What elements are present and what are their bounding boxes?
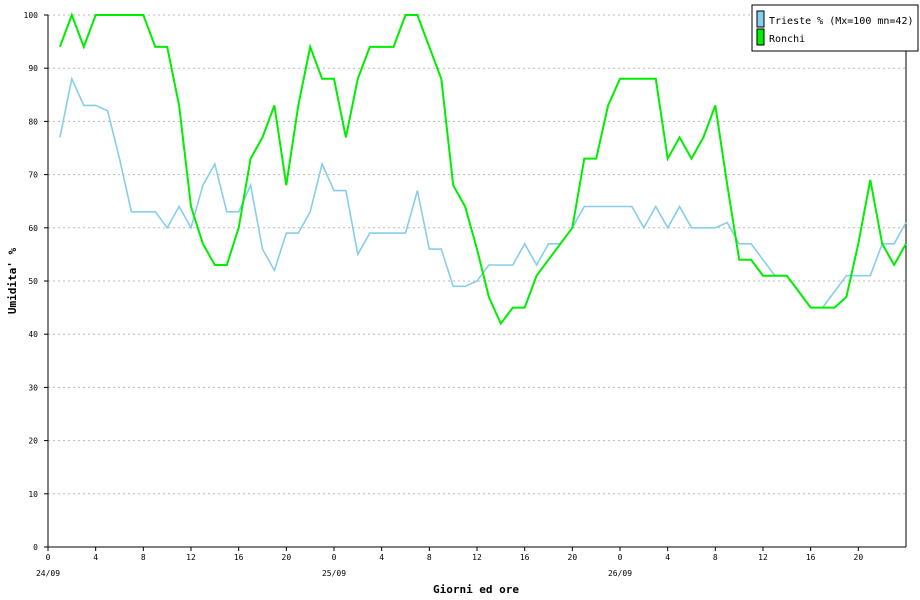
y-tick-label-30: 30 (28, 383, 38, 392)
x-tick-label: 0 (332, 553, 337, 562)
day-label: 26/09 (608, 569, 632, 578)
legend-swatch-ronchi (756, 28, 765, 46)
legend-box (751, 4, 919, 52)
series-lines (58, 12, 907, 326)
y-tick-label-10: 10 (28, 490, 38, 499)
x-tick-label: 8 (713, 553, 718, 562)
y-tick-label-100: 100 (24, 11, 39, 20)
x-tick-label: 4 (93, 553, 98, 562)
y-tick-label-90: 90 (28, 64, 38, 73)
grid-lines (48, 14, 906, 495)
day-label: 24/09 (36, 569, 60, 578)
x-tick-labels: 0 4 8 12 16 20 0 4 8 12 16 20 0 4 8 12 16 20 24/09 25/09 26/… (36, 547, 863, 578)
legend-swatch-trieste (756, 10, 765, 28)
y-tick-label-50: 50 (28, 277, 38, 286)
x-tick-label: 20 (568, 553, 578, 562)
x-tick-label: 16 (234, 553, 244, 562)
x-tick-label: 16 (806, 553, 816, 562)
x-tick-label: 12 (472, 553, 482, 562)
y-tick-label-0: 0 (33, 543, 38, 552)
x-tick-label: 12 (758, 553, 768, 562)
x-tick-label: 20 (282, 553, 292, 562)
y-tick-label-20: 20 (28, 437, 38, 446)
y-axis-title: Umidita' % (6, 248, 19, 315)
x-tick-label: 4 (665, 553, 670, 562)
x-tick-label: 20 (854, 553, 864, 562)
y-tick-label-70: 70 (28, 171, 38, 180)
day-label: 25/09 (322, 569, 346, 578)
y-tick-labels: 0 10 20 30 40 50 60 70 80 90 100 (24, 11, 48, 552)
x-tick-label: 4 (379, 553, 384, 562)
y-tick-label-60: 60 (28, 224, 38, 233)
x-tick-label: 0 (46, 553, 51, 562)
series-line-ronchi (58, 12, 907, 326)
x-tick-label: 12 (186, 553, 196, 562)
y-tick-label-80: 80 (28, 117, 38, 126)
x-tick-label: 8 (141, 553, 146, 562)
x-tick-label: 8 (427, 553, 432, 562)
x-axis-title: Giorni ed ore (433, 583, 519, 596)
legend-label-trieste: Trieste % (Mx=100 mn=42) (769, 16, 914, 27)
legend: Trieste % (Mx=100 mn=42) Ronchi (751, 4, 919, 52)
y-tick-label-40: 40 (28, 330, 38, 339)
legend-label-ronchi: Ronchi (769, 34, 805, 45)
x-tick-label: 0 (618, 553, 623, 562)
x-tick-label: 16 (520, 553, 530, 562)
